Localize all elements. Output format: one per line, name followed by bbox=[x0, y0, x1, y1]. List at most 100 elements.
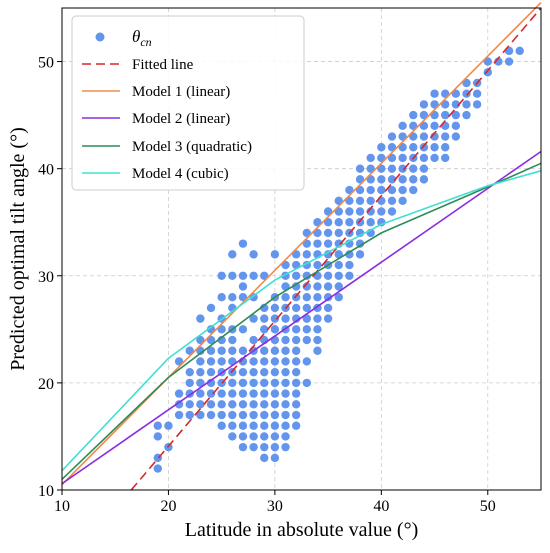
scatter-point bbox=[217, 357, 226, 366]
scatter-point bbox=[260, 432, 269, 441]
scatter-point bbox=[260, 410, 269, 420]
scatter-point bbox=[451, 132, 461, 141]
scatter-point bbox=[206, 303, 216, 313]
y-tick-label: 40 bbox=[38, 162, 54, 179]
scatter-point bbox=[260, 442, 269, 452]
scatter-point bbox=[281, 378, 290, 388]
scatter-point bbox=[228, 250, 237, 259]
scatter-point bbox=[483, 68, 492, 77]
scatter-point bbox=[238, 442, 248, 452]
scatter-point bbox=[153, 432, 162, 441]
scatter-point bbox=[409, 164, 418, 173]
series-line bbox=[130, 7, 542, 491]
x-tick-label: 30 bbox=[267, 498, 283, 515]
scatter-point bbox=[398, 196, 407, 205]
scatter-point bbox=[366, 196, 375, 205]
scatter-points bbox=[153, 46, 524, 473]
scatter-point bbox=[366, 153, 375, 163]
scatter-point bbox=[313, 314, 322, 323]
y-axis-ticks: 10 20 30 40 50 bbox=[38, 55, 62, 500]
legend-label: Model 3 (quadratic) bbox=[132, 139, 252, 155]
scatter-point bbox=[196, 378, 205, 388]
scatter-point bbox=[238, 346, 248, 355]
legend-label: Fitted line bbox=[132, 57, 194, 73]
scatter-point bbox=[355, 239, 365, 248]
scatter-point bbox=[249, 389, 258, 398]
scatter-point bbox=[185, 410, 194, 420]
scatter-point bbox=[377, 196, 386, 205]
scatter-point bbox=[398, 121, 407, 131]
scatter-point bbox=[345, 207, 354, 216]
scatter-point bbox=[185, 400, 194, 409]
scatter-point bbox=[238, 410, 248, 420]
scatter-point bbox=[302, 271, 312, 280]
legend: θcn Fitted line Model 1 (linear) Model 2 (l… bbox=[71, 15, 305, 191]
scatter-point bbox=[398, 153, 407, 163]
scatter-point bbox=[196, 346, 205, 355]
scatter-point bbox=[355, 185, 365, 195]
scatter-point bbox=[281, 346, 290, 355]
scatter-point bbox=[345, 260, 354, 270]
scatter-point bbox=[409, 132, 418, 141]
scatter-point bbox=[249, 250, 258, 259]
scatter-point bbox=[323, 218, 333, 227]
scatter-point bbox=[291, 378, 301, 388]
scatter-point bbox=[281, 442, 290, 452]
scatter-point bbox=[270, 325, 280, 334]
scatter-point bbox=[451, 89, 461, 98]
scatter-point bbox=[387, 207, 397, 216]
scatter-point bbox=[270, 378, 280, 388]
scatter-point bbox=[228, 335, 237, 345]
scatter-point bbox=[291, 271, 301, 280]
scatter-point bbox=[398, 175, 407, 184]
scatter-point bbox=[228, 378, 237, 388]
scatter-point bbox=[387, 153, 397, 163]
scatter-point bbox=[291, 346, 301, 355]
scatter-point bbox=[398, 164, 407, 173]
scatter-point bbox=[260, 303, 269, 313]
scatter-point bbox=[472, 89, 482, 98]
scatter-point bbox=[323, 250, 333, 259]
scatter-point bbox=[228, 346, 237, 355]
scatter-point bbox=[260, 325, 269, 334]
scatter-point bbox=[291, 282, 301, 291]
scatter-point bbox=[196, 389, 205, 398]
scatter-point bbox=[174, 410, 184, 420]
y-tick-label: 30 bbox=[38, 269, 54, 286]
scatter-point bbox=[377, 207, 386, 216]
scatter-point bbox=[483, 57, 492, 66]
scatter-point bbox=[313, 239, 322, 248]
scatter-point bbox=[366, 185, 375, 195]
legend-theta-symbol: θ bbox=[132, 27, 140, 46]
plot-frame bbox=[61, 7, 542, 491]
y-tick-label: 20 bbox=[38, 376, 54, 393]
scatter-point bbox=[345, 218, 354, 227]
scatter-point bbox=[302, 239, 312, 248]
legend-marker bbox=[95, 32, 105, 42]
scatter-point bbox=[153, 464, 162, 473]
scatter-point bbox=[334, 260, 343, 270]
scatter-point bbox=[430, 153, 439, 163]
scatter-point bbox=[291, 389, 301, 398]
scatter-point bbox=[249, 400, 258, 409]
scatter-point bbox=[366, 207, 375, 216]
scatter-point bbox=[387, 175, 397, 184]
scatter-point bbox=[228, 400, 237, 409]
x-tick-label: 50 bbox=[480, 498, 496, 515]
scatter-point bbox=[270, 346, 280, 355]
scatter-point bbox=[291, 293, 301, 302]
scatter-point bbox=[249, 421, 258, 430]
scatter-point bbox=[355, 218, 365, 227]
scatter-point bbox=[451, 110, 461, 120]
scatter-point bbox=[313, 282, 322, 291]
scatter-point bbox=[281, 260, 290, 270]
scatter-point bbox=[238, 239, 248, 248]
scatter-point bbox=[355, 207, 365, 216]
scatter-point bbox=[238, 421, 248, 430]
scatter-point bbox=[462, 89, 471, 98]
scatter-point bbox=[398, 143, 407, 152]
series-line bbox=[61, 170, 542, 472]
scatter-point bbox=[291, 400, 301, 409]
scatter-point bbox=[270, 453, 280, 463]
scatter-point bbox=[281, 421, 290, 430]
